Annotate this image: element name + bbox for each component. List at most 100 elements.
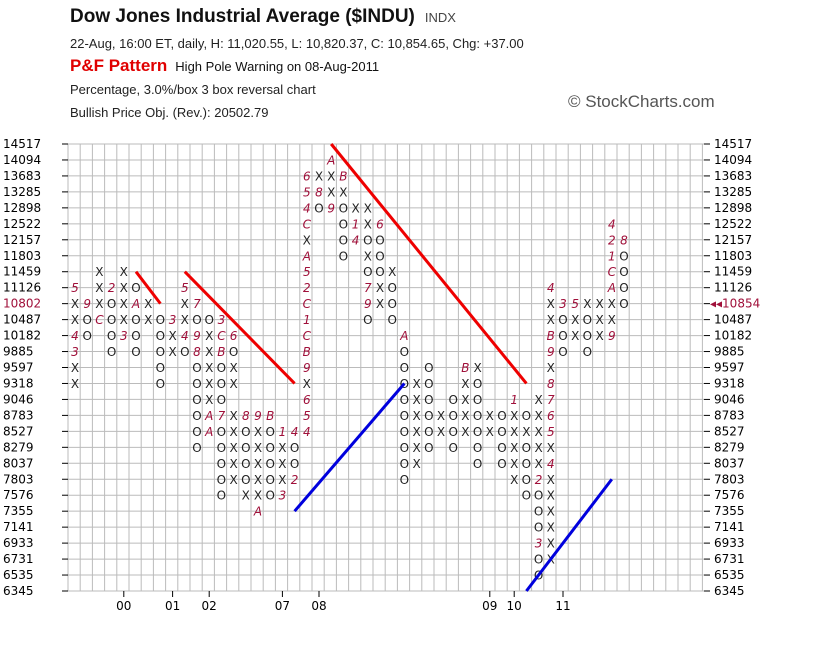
o-mark: O — [619, 281, 628, 295]
month-marker: 7 — [218, 409, 226, 423]
o-mark: O — [217, 393, 226, 407]
x-mark: X — [229, 441, 237, 455]
month-marker: 8 — [547, 377, 555, 391]
left-price-axis: 14517 14094 13683 13285 12898 12522 12157 11803… — [3, 137, 68, 598]
right-price-label: 11459 — [714, 265, 752, 279]
month-marker: A — [399, 329, 408, 343]
x-mark: X — [327, 169, 335, 183]
month-marker: B — [547, 329, 555, 343]
o-mark: O — [290, 457, 299, 471]
right-price-label: 12157 — [714, 233, 752, 247]
o-mark: O — [192, 361, 201, 375]
x-mark: X — [376, 297, 384, 311]
x-mark: X — [608, 297, 616, 311]
o-mark: O — [497, 457, 506, 471]
o-mark: O — [424, 393, 433, 407]
o-mark: O — [156, 313, 165, 327]
x-year-label: 01 — [165, 599, 180, 613]
month-marker: C — [608, 265, 617, 279]
month-marker: C — [217, 329, 226, 343]
month-marker: A — [326, 153, 335, 167]
right-price-label: 8783 — [714, 408, 745, 422]
o-mark: O — [473, 377, 482, 391]
x-mark: X — [242, 489, 250, 503]
month-marker: 8 — [620, 233, 628, 247]
month-marker: C — [95, 313, 104, 327]
month-marker: 9 — [303, 361, 311, 375]
o-mark: O — [400, 457, 409, 471]
x-mark: X — [510, 425, 518, 439]
month-marker: B — [303, 345, 311, 359]
month-marker: B — [339, 169, 347, 183]
x-mark: X — [534, 393, 542, 407]
x-mark: X — [412, 425, 420, 439]
month-marker: A — [253, 505, 262, 519]
right-price-label: 6345 — [714, 584, 745, 598]
month-marker: 9 — [193, 329, 201, 343]
month-marker: 4 — [303, 201, 311, 215]
left-price-label: 7355 — [3, 504, 34, 518]
right-current-price-label: ◂◂10854 — [710, 297, 760, 311]
left-price-label: 6345 — [3, 584, 34, 598]
x-mark: X — [278, 457, 286, 471]
support-trend-line — [293, 382, 406, 513]
o-mark: O — [497, 425, 506, 439]
left-price-label: 11803 — [3, 249, 41, 263]
stats-line: 22-Aug, 16:00 ET, daily, H: 11,020.55, L… — [70, 36, 524, 51]
left-price-label: 10802 — [3, 297, 41, 311]
month-marker: C — [303, 217, 312, 231]
resistance-trend-line — [330, 143, 528, 385]
o-mark: O — [363, 313, 372, 327]
month-marker: 5 — [71, 281, 79, 295]
month-marker: 4 — [608, 217, 616, 231]
o-mark: O — [522, 441, 531, 455]
x-mark: X — [547, 313, 555, 327]
trend-lines — [134, 143, 613, 592]
o-mark: O — [473, 409, 482, 423]
month-marker: 6 — [547, 409, 555, 423]
month-marker: 8 — [315, 185, 323, 199]
o-mark: O — [156, 329, 165, 343]
x-axis: 00 01 02 07 08 09 10 11 — [116, 591, 571, 613]
month-marker: 8 — [242, 409, 250, 423]
o-mark: O — [265, 425, 274, 439]
o-mark: O — [448, 393, 457, 407]
right-price-label: 7355 — [714, 504, 745, 518]
left-price-label: 14517 — [3, 137, 41, 151]
month-marker: 1 — [352, 217, 360, 231]
x-mark: X — [229, 425, 237, 439]
x-mark: X — [278, 441, 286, 455]
pattern-text: High Pole Warning on 08-Aug-2011 — [175, 59, 380, 74]
x-mark: X — [437, 409, 445, 423]
o-mark: O — [497, 409, 506, 423]
month-marker: 8 — [193, 345, 201, 359]
o-mark: O — [217, 377, 226, 391]
chart-title: Dow Jones Industrial Average ($INDU) INDX — [70, 6, 456, 28]
month-marker: 4 — [547, 281, 555, 295]
x-mark: X — [461, 393, 469, 407]
left-price-label: 8279 — [3, 440, 34, 454]
x-mark: X — [181, 313, 189, 327]
x-mark: X — [168, 345, 176, 359]
x-mark: X — [473, 361, 481, 375]
month-marker: 9 — [364, 297, 372, 311]
x-mark: X — [547, 297, 555, 311]
month-marker: A — [204, 425, 213, 439]
right-price-label: 10487 — [714, 313, 752, 327]
o-mark: O — [387, 297, 396, 311]
month-marker: 1 — [510, 393, 518, 407]
o-mark: O — [192, 409, 201, 423]
o-mark: O — [400, 361, 409, 375]
o-mark: O — [217, 441, 226, 455]
month-marker: 2 — [291, 473, 299, 487]
x-mark: X — [229, 377, 237, 391]
x-year-label: 11 — [555, 599, 570, 613]
o-mark: O — [265, 457, 274, 471]
x-mark: X — [205, 361, 213, 375]
o-mark: O — [131, 345, 140, 359]
left-price-label: 7803 — [3, 472, 34, 486]
month-marker: 6 — [376, 217, 384, 231]
x-mark: X — [608, 313, 616, 327]
